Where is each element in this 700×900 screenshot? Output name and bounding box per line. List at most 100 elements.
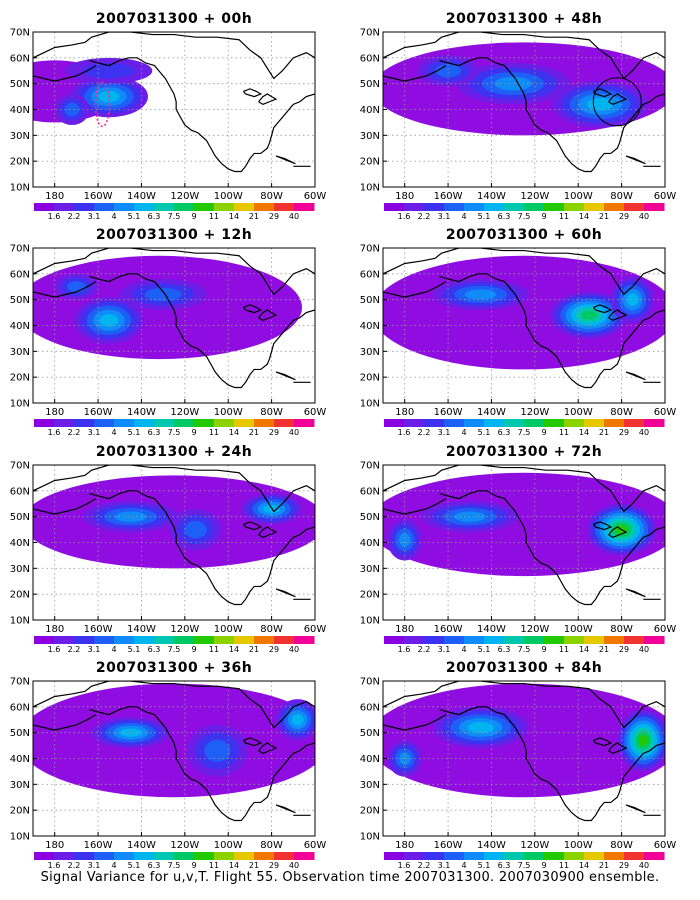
lat-tick-label: 20N (360, 373, 380, 384)
lat-tick-label: 50N (10, 512, 30, 523)
panel-title: 2007031300 + 00h (96, 11, 252, 27)
colorbar-swatch (134, 636, 155, 644)
lat-tick-label: 30N (10, 780, 30, 791)
variance-contour (114, 511, 147, 522)
coastline (439, 57, 665, 173)
lat-tick-label: 60N (10, 269, 30, 280)
map-panel-6: 2007031300 + 36h 70N 60N 50N 40N 30N 20N 10N 180… (10, 660, 327, 870)
lat-tick-label: 10N (10, 399, 30, 410)
lat-tick-label: 20N (10, 373, 30, 384)
target-circle (592, 77, 642, 127)
colorbar-swatch (424, 203, 445, 211)
colorbar-swatch (274, 203, 295, 211)
variance-contour (291, 714, 304, 726)
colorbar-swatch (114, 419, 135, 427)
colorbar-swatch (54, 419, 75, 427)
colorbar-swatch (624, 419, 645, 427)
colorbar-swatch (194, 419, 215, 427)
colorbar-label: 3.1 (88, 861, 101, 870)
colorbar-swatch (114, 636, 135, 644)
lon-tick-label: 100W (214, 840, 243, 851)
colorbar-label: 7.5 (518, 645, 531, 654)
lon-tick-label: 60W (654, 624, 677, 635)
coastline (608, 93, 628, 105)
colorbar-swatch (114, 852, 135, 860)
lat-tick-label: 60N (360, 53, 380, 64)
lat-tick-label: 20N (10, 806, 30, 817)
lat-tick-label: 50N (10, 79, 30, 90)
colorbar-label: 7.5 (518, 861, 531, 870)
lon-tick-label: 80W (610, 840, 633, 851)
colorbar-label: 6.3 (148, 212, 161, 221)
colorbar-swatch (544, 852, 565, 860)
lat-tick-label: 60N (360, 269, 380, 280)
colorbar-label: 14 (229, 428, 239, 437)
lon-tick-label: 180 (45, 840, 64, 851)
colorbar-label: 40 (289, 645, 299, 654)
variance-contour (64, 102, 80, 117)
colorbar-label: 7.5 (518, 428, 531, 437)
colorbar-swatch (384, 419, 405, 427)
lon-tick-label: 80W (260, 840, 283, 851)
colorbar-swatch (524, 636, 545, 644)
colorbar-swatch (444, 852, 465, 860)
colorbar-swatch (154, 203, 175, 211)
colorbar-label: 40 (639, 861, 649, 870)
colorbar-label: 5.1 (478, 861, 491, 870)
colorbar-label: 1.6 (398, 428, 411, 437)
colorbar-label: 29 (269, 428, 279, 437)
colorbar-label: 7.5 (168, 428, 181, 437)
lat-tick-label: 40N (10, 321, 30, 332)
colorbar-swatch (624, 852, 645, 860)
colorbar-label: 5.1 (128, 212, 141, 221)
colorbar-swatch (404, 852, 425, 860)
colorbar-swatch (484, 419, 505, 427)
lat-tick-label: 70N (360, 244, 380, 255)
colorbar-label: 29 (269, 212, 279, 221)
coastline (258, 742, 278, 754)
colorbar-label: 40 (289, 428, 299, 437)
lon-tick-label: 160W (434, 407, 463, 418)
lon-tick-label: 60W (654, 407, 677, 418)
lon-tick-label: 140W (477, 191, 506, 202)
colorbar-swatch (214, 419, 235, 427)
coastline (592, 88, 613, 98)
coastline (383, 714, 447, 731)
colorbar-swatch (564, 636, 585, 644)
lat-tick-label: 40N (10, 538, 30, 549)
lat-tick-label: 70N (360, 28, 380, 39)
lon-tick-label: 80W (260, 624, 283, 635)
colorbar-swatch (384, 852, 405, 860)
lon-tick-label: 160W (84, 407, 113, 418)
panel-title: 2007031300 + 24h (96, 444, 252, 460)
colorbar-label: 9 (541, 212, 546, 221)
colorbar-label: 3.1 (88, 428, 101, 437)
coastline (89, 706, 315, 822)
lon-tick-label: 160W (434, 840, 463, 851)
lat-tick-label: 40N (360, 754, 380, 765)
colorbar-swatch (294, 419, 315, 427)
colorbar-swatch (524, 852, 545, 860)
lon-tick-label: 60W (654, 191, 677, 202)
colorbar-label: 2.2 (418, 212, 431, 221)
colorbar-swatch (424, 636, 445, 644)
coastline (383, 281, 447, 298)
colorbar-swatch (114, 203, 135, 211)
colorbar-swatch (604, 419, 625, 427)
colorbar-swatch (254, 419, 275, 427)
colorbar-label: 14 (579, 212, 589, 221)
colorbar-label: 40 (639, 428, 649, 437)
lon-tick-label: 120W (170, 624, 199, 635)
lat-tick-label: 40N (360, 321, 380, 332)
panel-title: 2007031300 + 12h (96, 227, 252, 243)
lon-tick-label: 120W (520, 624, 549, 635)
colorbar-swatch (424, 419, 445, 427)
coastline (439, 706, 665, 822)
colorbar-label: 21 (599, 428, 609, 437)
map-field (33, 465, 315, 620)
lon-tick-label: 180 (45, 191, 64, 202)
lon-tick-label: 180 (395, 624, 414, 635)
colorbar-label: 9 (541, 861, 546, 870)
map-field (33, 248, 315, 403)
coastline (242, 737, 263, 747)
